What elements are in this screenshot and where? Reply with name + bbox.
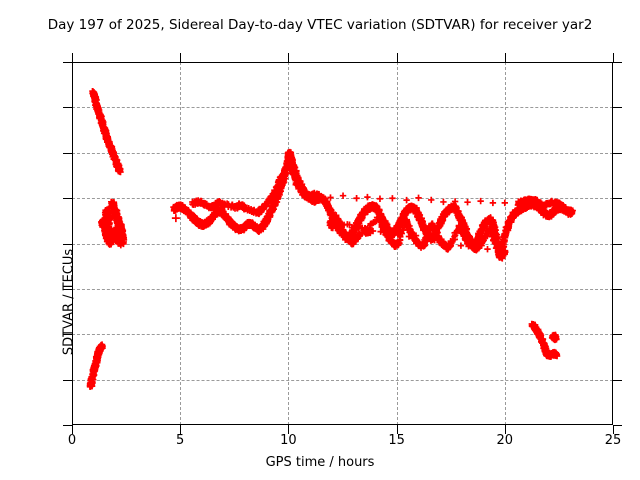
data-point — [98, 342, 106, 350]
data-points-layer — [86, 87, 576, 390]
data-point — [171, 214, 180, 223]
data-point — [108, 231, 115, 238]
gridline-horizontal — [72, 334, 613, 336]
gridline-horizontal — [72, 379, 613, 381]
gridline-vertical — [288, 62, 290, 425]
data-point — [99, 217, 106, 225]
chart-title: Day 197 of 2025, Sidereal Day-to-day VTE… — [47, 17, 593, 33]
gridline-horizontal — [72, 152, 613, 154]
data-point — [98, 218, 105, 226]
plot-area: SDTVAR / TECUs 151050-5-10-15-20-2505101… — [62, 53, 622, 448]
data-point — [118, 238, 125, 246]
gridline-horizontal — [72, 288, 613, 290]
gridline-vertical — [180, 62, 182, 425]
gridline-horizontal — [72, 243, 613, 245]
data-point — [116, 167, 124, 175]
data-point — [114, 236, 121, 243]
data-point — [118, 239, 126, 247]
gridline-horizontal — [72, 107, 613, 109]
